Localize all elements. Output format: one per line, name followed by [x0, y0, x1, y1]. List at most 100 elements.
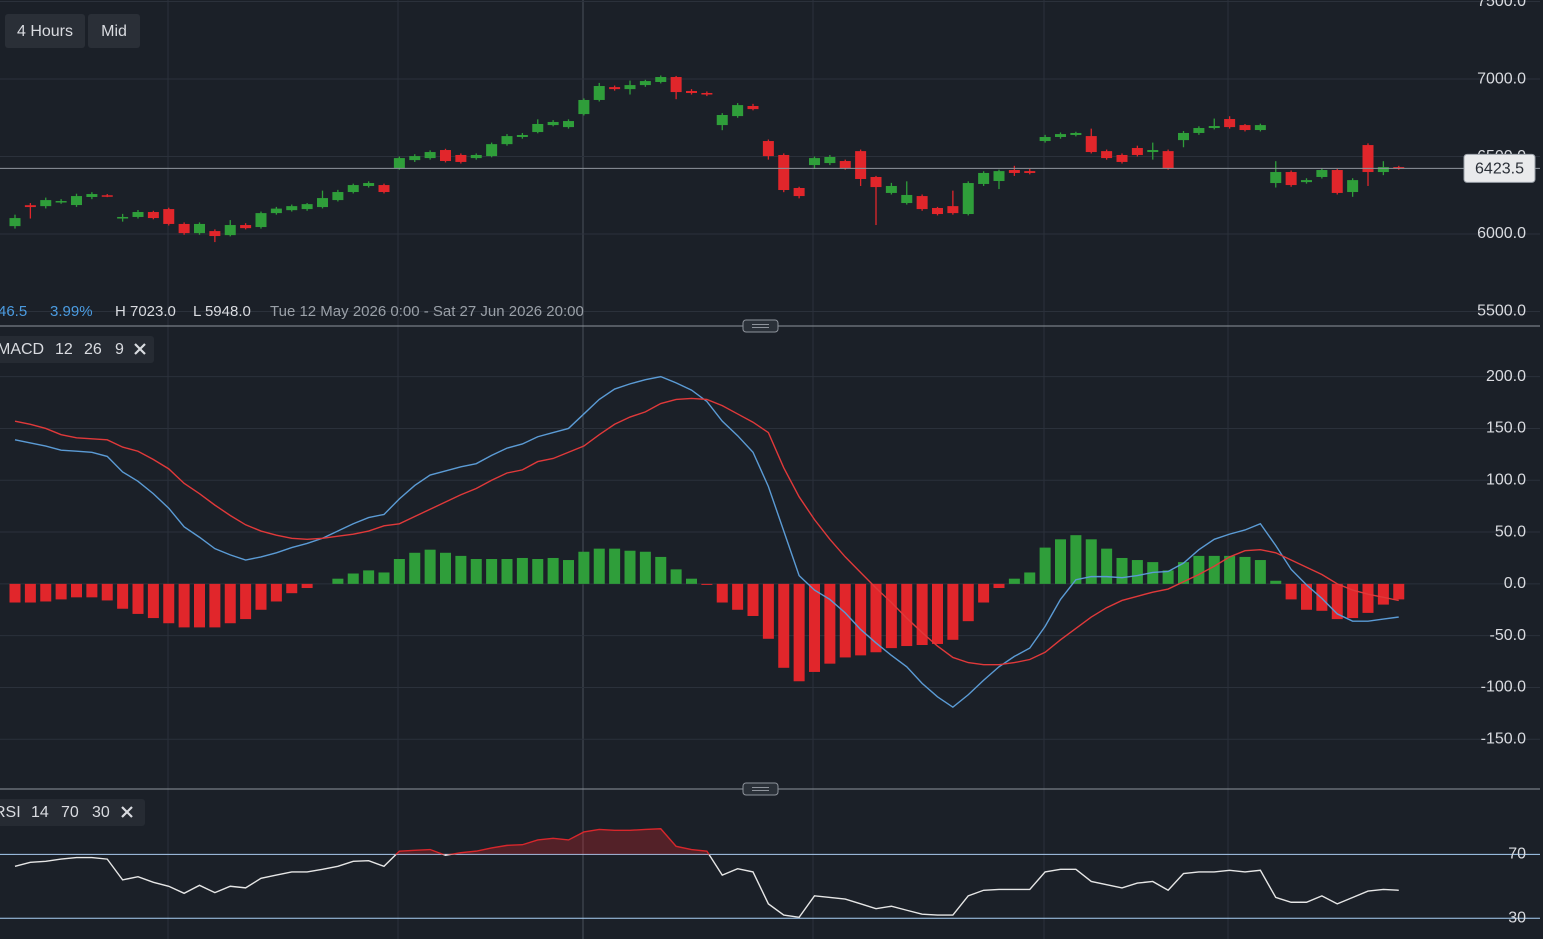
macd-line [14, 397, 1399, 666]
candle-body [916, 196, 928, 210]
candle-body [147, 212, 159, 219]
close-icon[interactable] [121, 806, 133, 818]
candle-body [962, 183, 974, 215]
candle-body [732, 105, 744, 117]
histogram-bar [424, 549, 436, 584]
histogram-bar [9, 583, 21, 603]
histogram-bar [1101, 548, 1113, 584]
candle-body [839, 161, 851, 169]
histogram-bar [1254, 560, 1266, 584]
histogram-bar [916, 583, 928, 646]
histogram-bar [455, 555, 467, 584]
candle-body [1208, 126, 1220, 129]
histogram-bar [240, 583, 252, 620]
period-high: H 7023.0 [115, 303, 176, 320]
candle-body [1116, 154, 1128, 162]
candle-body [563, 121, 574, 128]
histogram-bar [1162, 570, 1174, 584]
candle-body [1178, 132, 1189, 141]
histogram-bar [470, 559, 482, 584]
candle-body [501, 136, 513, 145]
price-type-button[interactable] [88, 14, 140, 48]
histogram-bar [1224, 555, 1236, 584]
candle-body [947, 206, 959, 214]
histogram-bar [593, 548, 605, 584]
histogram-bar [1331, 583, 1343, 620]
indicator-param: 26 [84, 341, 102, 358]
candle-body [885, 185, 897, 193]
candle-body [194, 223, 205, 234]
candle-body [655, 77, 667, 82]
candle-body [117, 216, 129, 219]
candle-body [424, 152, 436, 159]
histogram-bar [363, 570, 375, 584]
y-tick-label: 0.0 [1504, 575, 1526, 592]
candle-body [71, 196, 82, 206]
histogram-bar [1285, 583, 1297, 600]
candle-body [578, 99, 590, 115]
candle-body [393, 158, 405, 169]
histogram-bar [1085, 539, 1097, 584]
histogram-bar [486, 559, 498, 584]
candle-body [670, 77, 682, 93]
histogram-bar [117, 583, 129, 609]
indicator-param: 14 [31, 804, 49, 821]
last-price-label: 6423.5 [1475, 161, 1524, 178]
candle-body [240, 225, 252, 229]
histogram-bar [1116, 557, 1128, 584]
candle-body [686, 90, 697, 93]
histogram-bar [747, 583, 759, 616]
candle-body [593, 86, 605, 100]
histogram-bar [716, 583, 728, 603]
y-tick-label: 100.0 [1486, 471, 1526, 488]
y-tick-label: 150.0 [1486, 420, 1526, 437]
candle-body [609, 87, 621, 90]
candle-body [332, 192, 344, 201]
close-icon[interactable] [134, 343, 146, 355]
histogram-bar [870, 583, 882, 653]
candle-body [1285, 172, 1297, 186]
resize-handle[interactable] [742, 319, 779, 333]
candle-body [993, 171, 1005, 182]
candle-body [901, 194, 913, 204]
candle-body [40, 200, 52, 207]
histogram-bar [1239, 556, 1251, 584]
histogram-bar [962, 583, 974, 622]
histogram-bar [885, 583, 897, 649]
histogram-bar [1024, 572, 1036, 584]
histogram-bar [1070, 535, 1082, 584]
close-stroke [121, 806, 133, 818]
interval-button[interactable] [5, 14, 85, 48]
candle-body [532, 123, 544, 133]
y-tick-label: 200.0 [1486, 368, 1526, 385]
candle-body [639, 81, 651, 86]
histogram-bar [1347, 583, 1359, 619]
candle-body [1254, 125, 1266, 131]
candle-body [378, 185, 390, 193]
candle-body [317, 198, 328, 208]
indicator-title: RSI [0, 804, 21, 821]
resize-handle[interactable] [742, 782, 779, 796]
candle-body [778, 154, 790, 191]
candle-body [1362, 145, 1374, 173]
histogram-bar [978, 583, 990, 603]
candle-body [716, 114, 728, 126]
candle-body [101, 195, 113, 197]
histogram-bar [947, 583, 959, 640]
candle-body [1193, 128, 1205, 133]
candle-body [1024, 171, 1036, 173]
close-stroke [134, 343, 146, 355]
histogram-bar [793, 583, 805, 682]
indicator-title: MACD [0, 341, 44, 358]
y-tick-label: 50.0 [1495, 523, 1526, 540]
indicator-param: 30 [92, 804, 110, 821]
candle-body [470, 154, 482, 159]
histogram-bar [255, 583, 267, 610]
candle-body [132, 212, 144, 217]
period-range: Tue 12 May 2026 0:00 - Sat 27 Jun 2026 2… [270, 303, 584, 320]
histogram-bar [332, 578, 344, 584]
histogram-bar [378, 572, 390, 584]
histogram-bar [286, 583, 298, 594]
